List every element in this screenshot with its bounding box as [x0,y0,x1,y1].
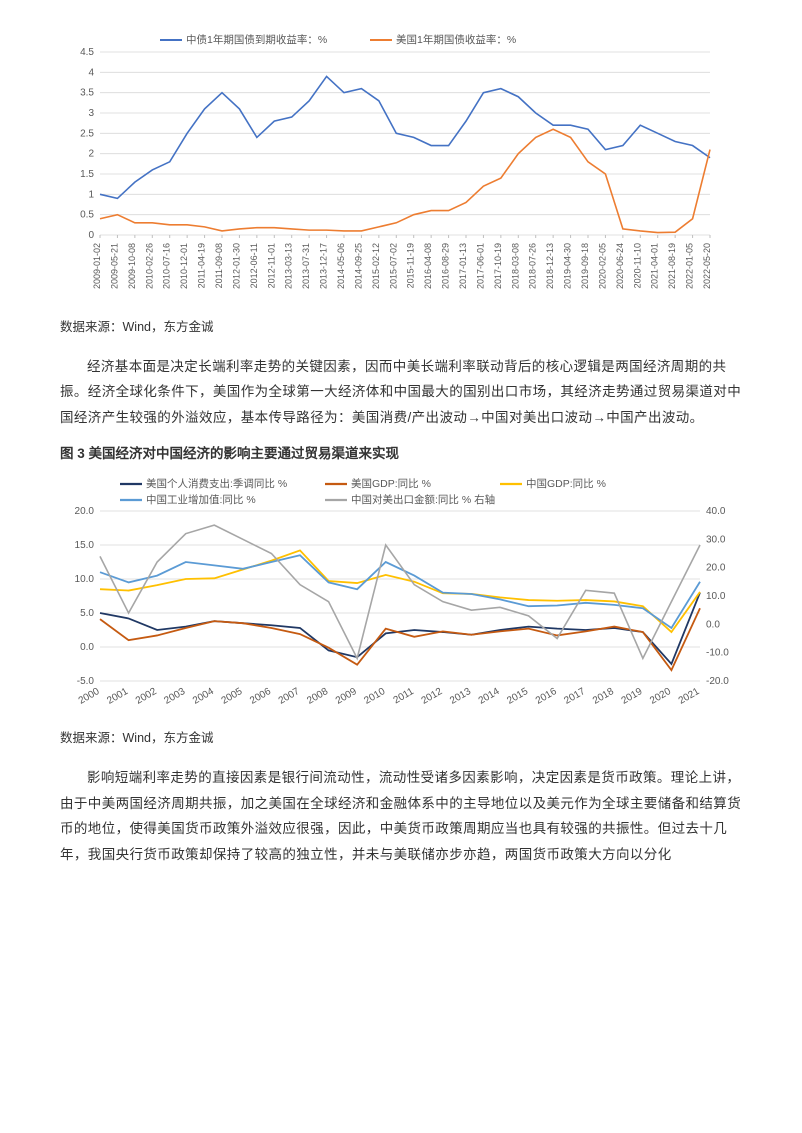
svg-text:2018-12-13: 2018-12-13 [545,243,555,289]
svg-text:0.0: 0.0 [706,620,720,631]
chart-2-svg: -5.0 0.0 5.0 10.0 15.0 20.0 -20.0 -10.0 0.0 10.0 2… [60,476,740,721]
svg-text:40.0: 40.0 [706,506,726,517]
svg-text:2016-04-08: 2016-04-08 [423,243,433,289]
svg-text:2015-11-19: 2015-11-19 [406,243,416,288]
svg-text:2007: 2007 [277,686,302,707]
chart-1-container: 0 0.5 1 1.5 2 2.5 3 3.5 4 4.5 2009-01-02 2009-05-21… [60,30,742,310]
svg-text:2020-11-10: 2020-11-10 [632,243,642,288]
svg-text:2014: 2014 [477,686,502,707]
svg-text:-5.0: -5.0 [77,676,95,687]
svg-text:4.5: 4.5 [80,47,94,58]
svg-text:30.0: 30.0 [706,535,726,546]
svg-text:2021: 2021 [677,686,702,707]
svg-text:2022-05-20: 2022-05-20 [702,243,712,289]
paragraph-2: 影响短端利率走势的直接因素是银行间流动性，流动性受诸多因素影响，决定因素是货币政… [60,765,742,868]
svg-text:2019-04-30: 2019-04-30 [563,243,573,289]
svg-text:0: 0 [88,230,94,241]
svg-text:2011-04-19: 2011-04-19 [197,243,207,288]
svg-text:20.0: 20.0 [75,506,95,517]
svg-text:2018: 2018 [591,686,616,707]
svg-text:15.0: 15.0 [75,540,95,551]
svg-text:2011-09-08: 2011-09-08 [214,243,224,288]
svg-text:2011: 2011 [392,686,417,706]
svg-text:3: 3 [88,108,94,119]
svg-text:2010-07-16: 2010-07-16 [162,243,172,289]
svg-text:2021-08-19: 2021-08-19 [667,243,677,289]
svg-text:2018-03-08: 2018-03-08 [510,243,520,289]
svg-text:中国工业增加值:同比 %: 中国工业增加值:同比 % [146,493,256,506]
chart-2-container: -5.0 0.0 5.0 10.0 15.0 20.0 -20.0 -10.0 0.0 10.0 2… [60,476,742,721]
svg-text:2005: 2005 [220,686,245,707]
svg-text:2002: 2002 [134,686,159,707]
source-2: 数据来源：Wind，东方金诚 [60,727,742,751]
svg-text:3.5: 3.5 [80,88,94,99]
svg-text:2016: 2016 [534,686,559,707]
svg-text:2009: 2009 [334,686,359,707]
svg-text:美国个人消费支出:季调同比 %: 美国个人消费支出:季调同比 % [146,477,287,490]
svg-text:2013: 2013 [448,686,473,707]
svg-text:2020: 2020 [648,686,673,707]
svg-text:2012-06-11: 2012-06-11 [249,243,259,288]
svg-text:2017-06-01: 2017-06-01 [475,243,485,289]
chart-1-svg: 0 0.5 1 1.5 2 2.5 3 3.5 4 4.5 2009-01-02 2009-05-21… [60,30,720,310]
svg-text:2008: 2008 [305,686,330,707]
source-1: 数据来源：Wind，东方金诚 [60,316,742,340]
figure-3-title: 图 3 美国经济对中国经济的影响主要通过贸易渠道来实现 [60,441,742,467]
svg-text:2: 2 [88,149,94,160]
svg-text:2018-07-26: 2018-07-26 [528,243,538,289]
svg-text:2015-02-12: 2015-02-12 [371,243,381,289]
svg-text:4: 4 [88,67,94,78]
svg-text:2022-01-05: 2022-01-05 [685,243,695,289]
svg-text:2013-07-31: 2013-07-31 [301,243,311,289]
svg-text:20.0: 20.0 [706,563,726,574]
svg-text:2013-03-13: 2013-03-13 [284,243,294,289]
svg-text:2020-02-05: 2020-02-05 [597,243,607,289]
svg-text:-20.0: -20.0 [706,676,729,687]
svg-text:0.5: 0.5 [80,210,94,221]
svg-text:2010-02-26: 2010-02-26 [144,243,154,289]
svg-text:2010: 2010 [362,686,387,707]
svg-text:2001: 2001 [105,686,130,707]
svg-text:2020-06-24: 2020-06-24 [615,243,625,289]
svg-text:2009-10-08: 2009-10-08 [127,243,137,289]
svg-text:2021-04-01: 2021-04-01 [650,243,660,289]
svg-text:2006: 2006 [248,686,273,707]
svg-text:2013-12-17: 2013-12-17 [319,243,329,289]
svg-text:中国对美出口金额:同比 % 右轴: 中国对美出口金额:同比 % 右轴 [351,493,495,506]
svg-text:2012-11-01: 2012-11-01 [266,243,276,288]
svg-text:2009-01-02: 2009-01-02 [92,243,102,289]
svg-text:2000: 2000 [77,686,102,707]
svg-text:2.5: 2.5 [80,128,94,139]
svg-text:0.0: 0.0 [80,642,94,653]
svg-text:2009-05-21: 2009-05-21 [109,243,119,289]
svg-text:2015: 2015 [505,686,530,707]
svg-text:1: 1 [88,189,94,200]
svg-text:2017-10-19: 2017-10-19 [493,243,503,289]
svg-text:2017-01-13: 2017-01-13 [458,243,468,289]
svg-text:2019-09-18: 2019-09-18 [580,243,590,289]
svg-text:10.0: 10.0 [706,591,726,602]
svg-text:美国GDP:同比 %: 美国GDP:同比 % [351,477,431,490]
svg-text:2012-01-30: 2012-01-30 [231,243,241,289]
svg-text:10.0: 10.0 [75,574,95,585]
svg-text:2003: 2003 [162,686,187,707]
svg-text:2019: 2019 [620,686,645,707]
svg-text:美国1年期国债收益率：%: 美国1年期国债收益率：% [396,33,516,46]
svg-text:-10.0: -10.0 [706,648,729,659]
svg-text:2017: 2017 [562,686,587,707]
svg-text:2014-05-06: 2014-05-06 [336,243,346,289]
svg-text:1.5: 1.5 [80,169,94,180]
svg-text:中国GDP:同比 %: 中国GDP:同比 % [526,477,606,490]
svg-text:2004: 2004 [191,686,216,707]
svg-text:2016-08-29: 2016-08-29 [441,243,451,289]
svg-text:2014-09-25: 2014-09-25 [353,243,363,289]
svg-text:2010-12-01: 2010-12-01 [179,243,189,289]
svg-text:5.0: 5.0 [80,608,94,619]
svg-text:2015-07-02: 2015-07-02 [388,243,398,289]
svg-text:中债1年期国债到期收益率：%: 中债1年期国债到期收益率：% [186,33,327,46]
paragraph-1: 经济基本面是决定长端利率走势的关键因素，因而中美长端利率联动背后的核心逻辑是两国… [60,354,742,431]
svg-text:2012: 2012 [420,686,445,707]
